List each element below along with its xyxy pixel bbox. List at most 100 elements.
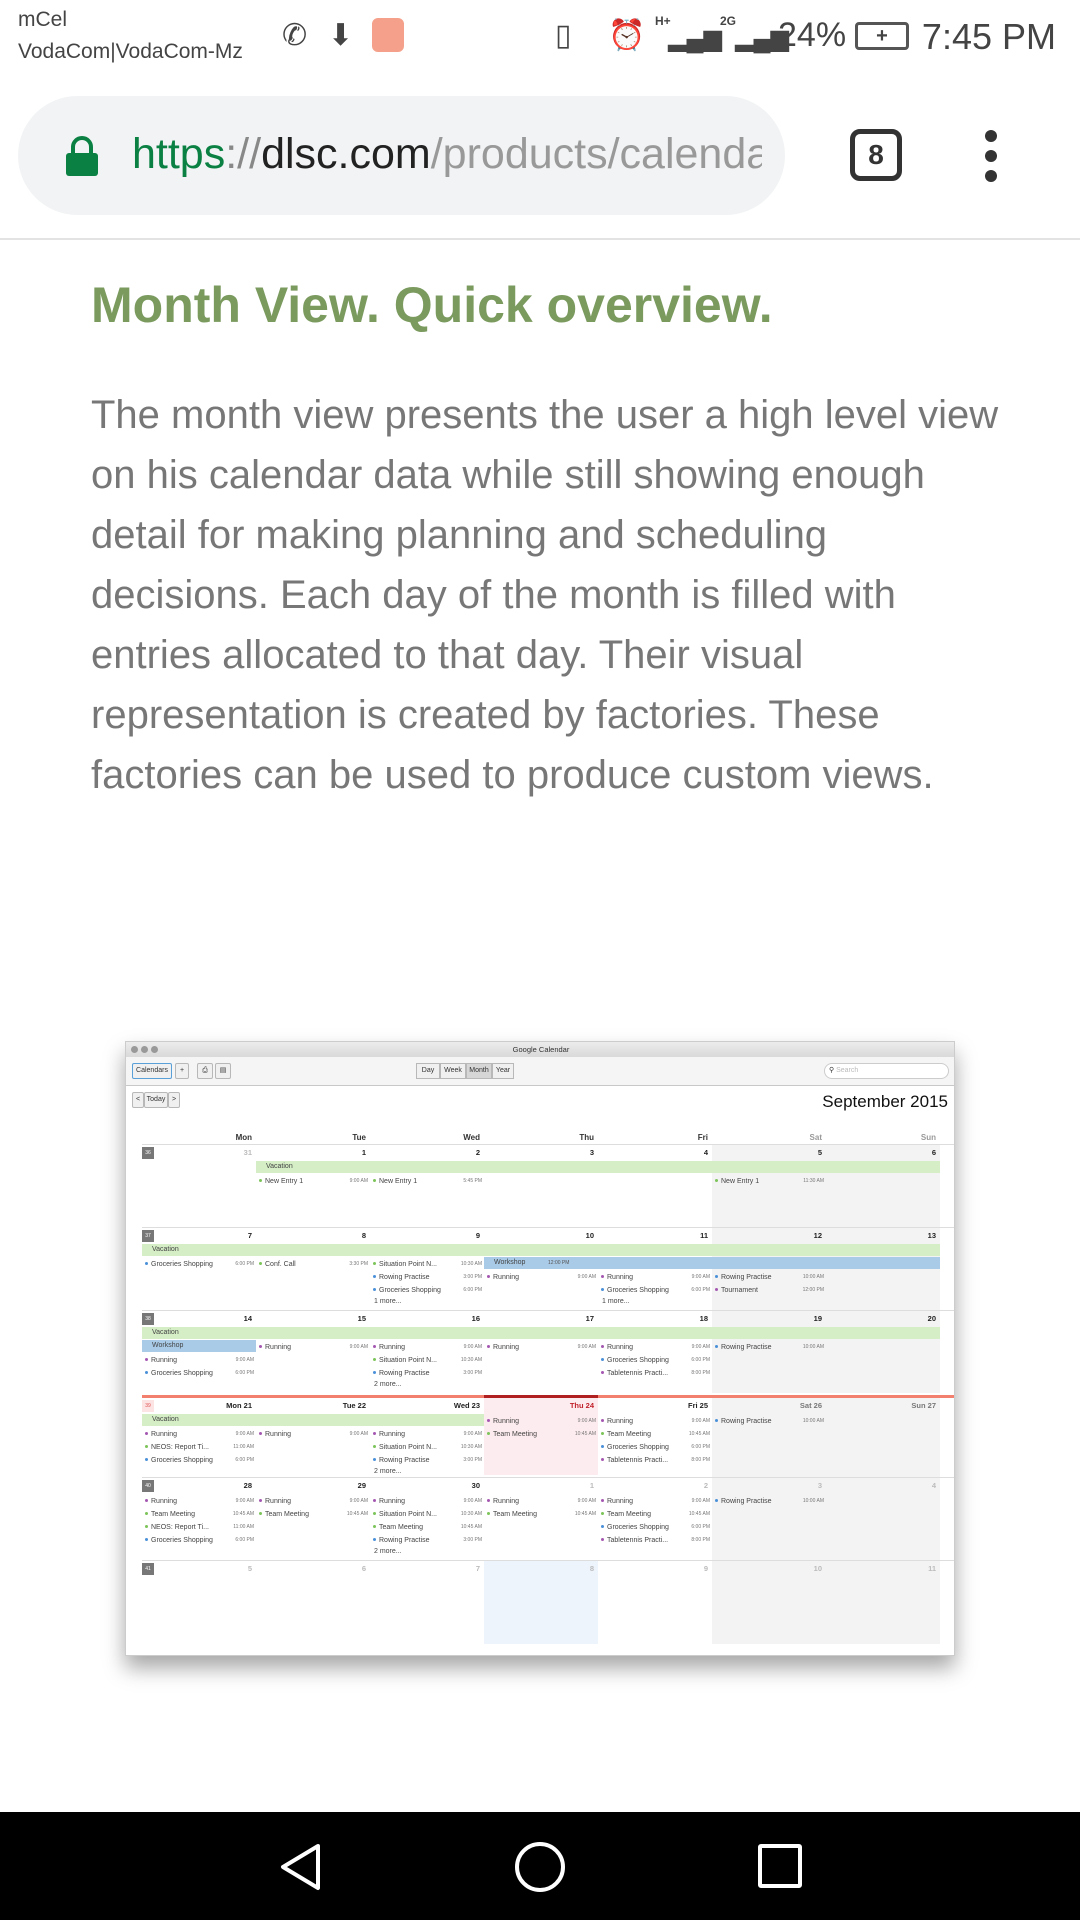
calendar-entry[interactable]: Running 9:00 AM [372,1341,482,1354]
all-day-entry[interactable]: Vacation [142,1414,484,1426]
calendar-entry[interactable]: Team Meeting 10:45 AM [144,1508,254,1521]
calendar-entry[interactable]: Team Meeting 10:45 AM [486,1428,596,1441]
calendar-entry[interactable]: Running 9:00 AM [258,1341,368,1354]
more-link[interactable]: 2 more... [374,1468,402,1475]
day-cell[interactable]: 4 [826,1478,940,1560]
day-cell[interactable]: 13 [826,1228,940,1310]
add-button[interactable]: + [175,1063,189,1079]
calendar-entry[interactable]: Running 9:00 AM [372,1428,482,1441]
day-cell[interactable]: 12 Rowing Practise 10:00 AM Tournament 12:00… [712,1228,826,1310]
day-cell[interactable]: 11 Running 9:00 AM Groceries Shopping 6:00 P… [598,1228,712,1310]
calendar-entry[interactable]: Running 9:00 AM [600,1495,710,1508]
calendar-entry[interactable]: Running 9:00 AM [258,1428,368,1441]
calendar-entry[interactable]: Groceries Shopping 6:00 PM [144,1367,254,1380]
url-bar[interactable]: https://dlsc.com/products/calenda [18,96,785,215]
day-cell[interactable]: 15 Running 9:00 AM [256,1311,370,1393]
view-week-button[interactable]: Week [440,1063,466,1079]
calendar-entry[interactable]: New Entry 1 5:45 PM [372,1175,482,1188]
view-month-button[interactable]: Month [466,1063,492,1079]
calendar-entry[interactable]: Running 9:00 AM [258,1495,368,1508]
day-cell[interactable]: 9 Situation Point N... 10:30 AM Rowing Prac… [370,1228,484,1310]
calendar-entry[interactable]: Running 9:00 AM [600,1415,710,1428]
all-day-entry[interactable]: Vacation [256,1161,940,1173]
day-cell[interactable]: 10 [712,1561,826,1644]
next-button[interactable]: > [168,1092,180,1108]
more-link[interactable]: 1 more... [374,1298,402,1305]
day-cell[interactable]: 8 [484,1561,598,1644]
calendar-entry[interactable]: Rowing Practise 3:00 PM [372,1534,482,1547]
day-cell[interactable]: 29 Running 9:00 AM Team Meeting 10:45 AM [256,1478,370,1560]
all-day-entry[interactable]: Vacation [142,1244,940,1256]
view-year-button[interactable]: Year [492,1063,514,1079]
day-cell[interactable]: 2 Running 9:00 AM Team Meeting 10:45 AM Groce… [598,1478,712,1560]
calendar-entry[interactable]: Rowing Practise 10:00 AM [714,1271,824,1284]
calendar-entry[interactable]: Running 9:00 AM [486,1271,596,1284]
calendar-entry[interactable]: Rowing Practise 10:00 AM [714,1341,824,1354]
view-day-button[interactable]: Day [416,1063,440,1079]
calendar-entry[interactable]: Running 9:00 AM [144,1354,254,1367]
calendar-entry[interactable]: Groceries Shopping 6:00 PM [144,1454,254,1467]
print-icon[interactable]: ⎙ [197,1063,213,1079]
calendar-entry[interactable]: NEOS: Report Ti... 11:00 AM [144,1441,254,1454]
day-cell[interactable]: 7 Groceries Shopping 6:00 PM [142,1228,256,1310]
calendar-entry[interactable]: Running 9:00 AM [600,1341,710,1354]
day-cell[interactable]: 16 Running 9:00 AM Situation Point N... 10:3… [370,1311,484,1393]
back-icon[interactable] [278,1842,324,1892]
day-cell[interactable]: 1 Running 9:00 AM Team Meeting 10:45 AM [484,1478,598,1560]
calendar-entry[interactable]: Team Meeting 10:45 AM [600,1428,710,1441]
calendar-entry[interactable]: Running 9:00 AM [486,1495,596,1508]
calendar-entry[interactable]: Running 9:00 AM [486,1341,596,1354]
calendar-entry[interactable]: Running 9:00 AM [144,1428,254,1441]
calendar-entry[interactable]: Running 9:00 AM [486,1415,596,1428]
day-cell[interactable]: 31 [142,1145,256,1227]
home-icon[interactable] [515,1842,565,1892]
calendar-entry[interactable]: Rowing Practise 10:00 AM [714,1415,824,1428]
calendar-entry[interactable]: Groceries Shopping 6:00 PM [144,1534,254,1547]
calendar-entry[interactable]: Rowing Practise 3:00 PM [372,1367,482,1380]
search-input[interactable]: ⚲ Search [824,1063,949,1079]
day-cell[interactable]: 5 [142,1561,256,1644]
day-cell[interactable]: 14 Running 9:00 AM Groceries Shopping 6:00 P… [142,1311,256,1393]
prev-button[interactable]: < [132,1092,144,1108]
calendar-entry[interactable]: NEOS: Report Ti... 11:00 AM [144,1521,254,1534]
day-cell[interactable]: Wed 23 Running 9:00 AM Situation Point N...… [370,1398,484,1478]
more-link[interactable]: 2 more... [374,1381,402,1388]
day-cell[interactable]: Fri 25 Running 9:00 AM Team Meeting 10:45 AM… [598,1398,712,1478]
calendar-entry[interactable]: Running 9:00 AM [372,1495,482,1508]
day-cell[interactable]: 20 [826,1311,940,1393]
day-cell[interactable]: 2 New Entry 1 5:45 PM [370,1145,484,1227]
day-cell[interactable]: 17 Running 9:00 AM [484,1311,598,1393]
day-cell[interactable]: 5 New Entry 1 11:30 AM [712,1145,826,1227]
calendar-entry[interactable]: Team Meeting 10:45 AM [600,1508,710,1521]
day-cell[interactable]: Mon 21 Running 9:00 AM NEOS: Report Ti... 11… [142,1398,256,1478]
day-cell[interactable]: Sat 26 Rowing Practise 10:00 AM [712,1398,826,1478]
calendar-entry[interactable]: Groceries Shopping 6:00 PM [600,1284,710,1297]
all-day-entry[interactable]: Workshop 12:00 PM [484,1257,940,1269]
day-cell[interactable]: Sun 27 [826,1398,940,1478]
calendar-entry[interactable]: New Entry 1 9:00 AM [258,1175,368,1188]
calendars-button[interactable]: Calendars [132,1063,172,1079]
calendar-entry[interactable]: Running 9:00 AM [600,1271,710,1284]
calendar-entry[interactable]: Team Meeting 10:45 AM [372,1521,482,1534]
tab-switcher-button[interactable]: 8 [850,129,902,181]
url-text[interactable]: https://dlsc.com/products/calenda [132,130,762,179]
calendar-entry[interactable]: Situation Point N... 10:30 AM [372,1354,482,1367]
day-cell[interactable]: 18 Running 9:00 AM Groceries Shopping 6:00 P… [598,1311,712,1393]
more-link[interactable]: 2 more... [374,1548,402,1555]
table-icon[interactable]: ▤ [215,1063,231,1079]
calendar-entry[interactable]: Tournament 12:00 PM [714,1284,824,1297]
day-cell[interactable]: 9 [598,1561,712,1644]
day-cell[interactable]: 3 [484,1145,598,1227]
calendar-entry[interactable]: Tabletennis Practi... 8:00 PM [600,1454,710,1467]
calendar-entry[interactable]: Team Meeting 10:45 AM [258,1508,368,1521]
calendar-entry[interactable]: Groceries Shopping 6:00 PM [144,1258,254,1271]
day-cell[interactable]: 8 Conf. Call 3:30 PM [256,1228,370,1310]
day-cell[interactable]: 28 Running 9:00 AM Team Meeting 10:45 AM NEOS… [142,1478,256,1560]
calendar-entry[interactable]: New Entry 1 11:30 AM [714,1175,824,1188]
calendar-entry[interactable]: Conf. Call 3:30 PM [258,1258,368,1271]
day-cell[interactable]: 19 Rowing Practise 10:00 AM [712,1311,826,1393]
calendar-entry[interactable]: Groceries Shopping 6:00 PM [600,1441,710,1454]
calendar-entry[interactable]: Groceries Shopping 6:00 PM [372,1284,482,1297]
calendar-entry[interactable]: Groceries Shopping 6:00 PM [600,1521,710,1534]
calendar-entry[interactable]: Situation Point N... 10:30 AM [372,1258,482,1271]
